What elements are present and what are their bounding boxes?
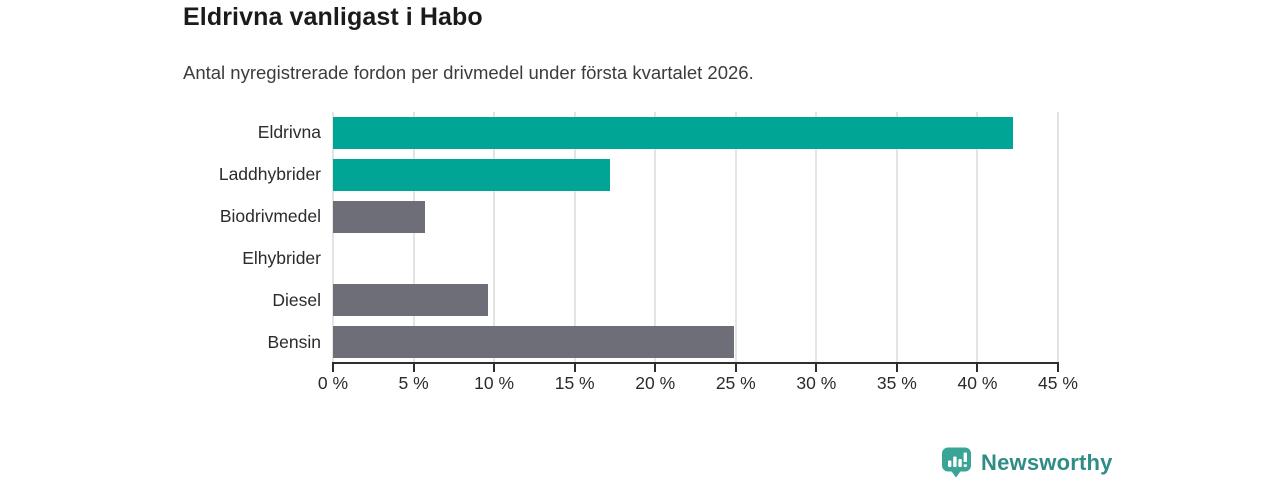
chart-subtitle: Antal nyregistrerade fordon per drivmede… xyxy=(183,62,754,83)
axis-tick xyxy=(1057,364,1059,372)
gridline xyxy=(815,112,818,363)
gridline xyxy=(412,112,415,363)
x-tick-label: 20 % xyxy=(635,373,676,393)
x-tick-label: 15 % xyxy=(554,373,595,393)
x-tick-label: 10 % xyxy=(474,373,515,393)
category-labels-column: Eldrivna Laddhybrider Biodrivmedel Elhybrid… xyxy=(0,112,321,363)
axis-tick xyxy=(654,364,657,372)
gridline xyxy=(895,112,898,363)
bar-eldrivna xyxy=(333,116,1013,149)
x-tick-label: 5 % xyxy=(398,373,429,393)
bar-laddhybrider xyxy=(333,158,611,191)
gridline xyxy=(332,112,334,363)
x-tick-label: 25 % xyxy=(715,373,756,393)
axis-tick xyxy=(815,364,818,372)
brand-logo: Newsworthy xyxy=(941,446,1113,479)
axis-tick xyxy=(734,364,737,372)
gridline xyxy=(734,112,737,363)
x-axis-line xyxy=(332,362,1059,364)
category-label: Diesel xyxy=(272,289,321,310)
gridline xyxy=(976,112,979,363)
category-label: Elhybrider xyxy=(242,247,321,268)
bar-diesel xyxy=(333,284,488,317)
category-label: Bensin xyxy=(267,331,321,352)
x-tick-label: 30 % xyxy=(796,373,837,393)
x-tick-label: 45 % xyxy=(1038,373,1078,393)
plot-area xyxy=(332,112,1059,363)
category-label: Laddhybrider xyxy=(218,164,321,185)
category-label: Biodrivmedel xyxy=(219,206,321,227)
bar-bensin xyxy=(333,326,735,359)
chart-title: Eldrivna vanligast i Habo xyxy=(183,3,483,31)
gridline xyxy=(493,112,496,363)
axis-tick xyxy=(493,364,496,372)
axis-tick xyxy=(976,364,979,372)
x-axis-tick-labels: 0 % 5 % 10 % 15 % 20 % 25 % 30 % 35 % 40 % 45 % xyxy=(318,373,1078,397)
x-tick-label: 35 % xyxy=(876,373,917,393)
newsworthy-logo-icon xyxy=(942,447,971,478)
bar-biodrivmedel xyxy=(333,200,425,233)
category-label: Eldrivna xyxy=(257,122,321,143)
gridline xyxy=(573,112,576,363)
brand-name: Newsworthy xyxy=(981,449,1113,475)
axis-tick xyxy=(573,364,576,372)
gridline xyxy=(654,112,657,363)
axis-tick xyxy=(412,364,415,372)
axis-tick xyxy=(332,364,334,372)
x-tick-label: 40 % xyxy=(957,373,998,393)
gridline xyxy=(1057,112,1059,363)
x-axis-ticks xyxy=(332,364,1059,373)
x-tick-label: 0 % xyxy=(317,373,349,393)
axis-tick xyxy=(895,364,898,372)
